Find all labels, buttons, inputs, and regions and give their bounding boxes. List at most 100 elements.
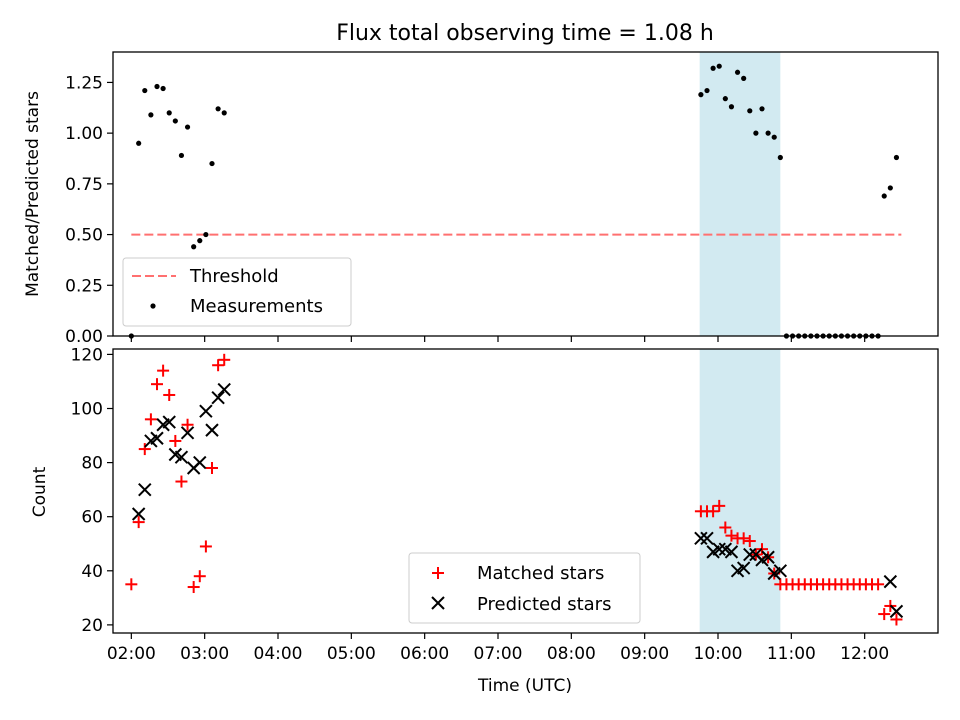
x-tick-label: 12:00 (840, 644, 889, 664)
measurements-legend-swatch (150, 303, 156, 309)
y-tick-label: 120 (71, 345, 103, 365)
measurement-point (753, 130, 759, 136)
matched-point (169, 434, 182, 447)
count-legend: Matched stars Predicted stars (408, 552, 641, 624)
predicted-point (199, 404, 213, 418)
measurement-point (771, 134, 777, 140)
measurement-point (710, 65, 716, 71)
matched-point (144, 413, 157, 426)
ratio-shaded-span (699, 52, 781, 336)
count-shaded-span (699, 349, 781, 633)
matched-point (175, 475, 188, 488)
count-panel: 20 40 60 80 100 120 02:00 03:00 04:00 05:00 06:00 0… (30, 345, 939, 696)
predicted-point (217, 382, 231, 397)
y-tick-label: 100 (71, 400, 103, 420)
measurement-point (178, 152, 185, 159)
predicted-legend-label: Predicted stars (477, 594, 611, 615)
x-tick-label: 09:00 (620, 644, 669, 664)
y-tick-label: 1.25 (65, 73, 103, 93)
matched-point (157, 364, 170, 377)
matched-point (878, 608, 891, 621)
predicted-point (883, 574, 898, 589)
ratio-legend-box (122, 257, 352, 327)
ratio-y-axis-label: Matched/Predicted stars (23, 91, 43, 297)
matched-point (199, 540, 212, 553)
y-tick-label: 1.00 (65, 124, 103, 144)
predicted-legend-swatch (431, 596, 445, 610)
x-tick-label: 07:00 (474, 644, 523, 664)
measurement-point (154, 83, 160, 90)
predicted-point (162, 415, 176, 429)
plot-frame (112, 51, 939, 337)
measurement-point (172, 118, 178, 124)
matched-point (737, 532, 750, 545)
ratio-axes: 0.00 0.25 0.50 0.75 1.00 1.25 (65, 51, 939, 347)
measurement-point (166, 110, 172, 116)
measurement-point (881, 193, 887, 199)
predicted-point (700, 531, 714, 546)
measurement-point (734, 69, 741, 75)
predicted-point (174, 450, 189, 464)
x-tick-label: 02:00 (107, 644, 156, 664)
plot-frame (112, 348, 939, 634)
count-axes: 20 40 60 80 100 120 02:00 03:00 04:00 05:00 06:00 0… (71, 345, 939, 664)
x-tick-label: 11:00 (767, 644, 816, 664)
measurement-point (722, 96, 728, 102)
matched-point (187, 581, 200, 594)
measurement-point (704, 87, 710, 94)
predicted-point (712, 542, 726, 556)
matched-point (743, 535, 756, 548)
measurement-point (728, 104, 735, 110)
predicted-point (761, 550, 775, 564)
matched-point (725, 529, 738, 542)
measurement-point (191, 244, 197, 250)
measurement-point (136, 140, 142, 146)
matched-point (218, 353, 231, 366)
x-tick-label: 08:00 (547, 644, 596, 664)
y-tick-label: 40 (81, 562, 103, 582)
measurement-point (716, 63, 722, 69)
matched-point (163, 388, 176, 401)
measurement-point (215, 106, 221, 112)
predicted-point (694, 531, 708, 546)
y-tick-label: 0.75 (65, 175, 103, 195)
predicted-point (743, 547, 757, 562)
predicted-point (180, 426, 195, 440)
measurement-point (184, 124, 191, 130)
measurements-legend-label: Measurements (190, 296, 323, 317)
measurement-point (209, 160, 215, 167)
matched-point (181, 418, 194, 431)
measurement-point (747, 108, 753, 114)
matched-point (707, 505, 720, 518)
x-tick-label: 06:00 (400, 644, 449, 664)
measurement-point (765, 130, 771, 136)
y-tick-label: 60 (81, 508, 103, 528)
measurement-point (759, 106, 765, 112)
matched-point (872, 578, 885, 591)
x-axis-label: Time (UTC) (477, 676, 572, 696)
predicted-point (205, 423, 219, 437)
measurement-point (221, 110, 227, 116)
predicted-point (889, 604, 904, 619)
matched-point (151, 378, 163, 391)
ratio-legend: Threshold Measurements (122, 257, 352, 327)
measurement-point (893, 154, 900, 161)
count-marks (125, 353, 904, 626)
measurement-point (741, 75, 747, 81)
x-tick-label: 10:00 (694, 644, 743, 664)
y-tick-label: 0.25 (65, 276, 103, 296)
predicted-point (150, 431, 164, 445)
predicted-point (211, 390, 225, 405)
measurement-point (148, 112, 154, 118)
ratio-panel: 0.00 0.25 0.50 0.75 1.00 1.25 Matched/Predict… (23, 51, 939, 347)
matched-point (713, 499, 726, 512)
count-legend-box (408, 552, 641, 624)
ratio-marks (128, 63, 902, 339)
measurement-point (160, 85, 166, 92)
y-tick-label: 0.00 (65, 327, 103, 347)
matched-point (206, 462, 218, 475)
predicted-point (773, 564, 788, 578)
matched-legend-label: Matched stars (477, 563, 604, 584)
predicted-point (193, 455, 207, 470)
